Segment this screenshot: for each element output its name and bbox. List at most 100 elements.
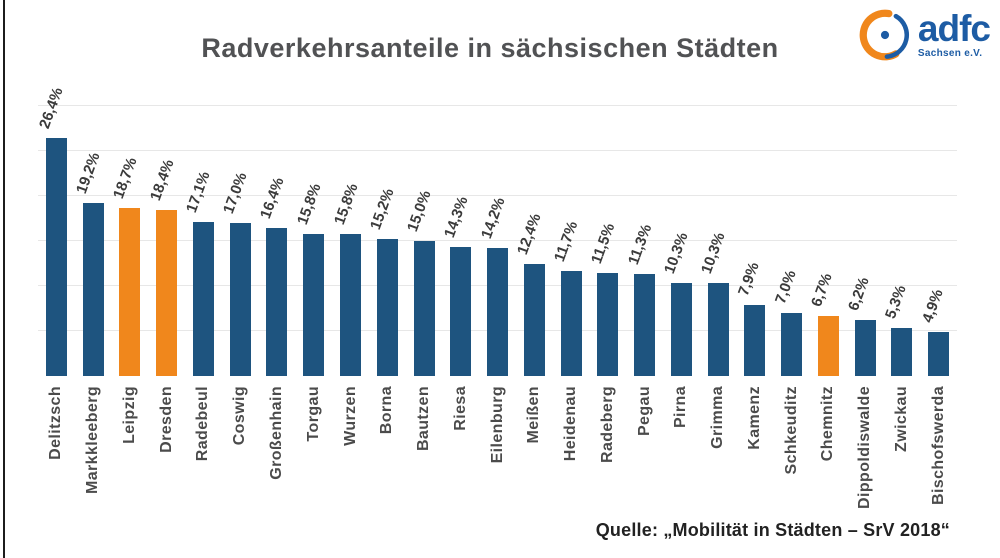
bar-value-label: 17,0% bbox=[220, 170, 251, 216]
bar-slot: 6,7% bbox=[808, 90, 847, 376]
bar-slot: 4,9% bbox=[918, 90, 957, 376]
city-slot: Eilenburg bbox=[479, 386, 516, 531]
bar-coswig bbox=[229, 223, 251, 376]
city-slot: Pegau bbox=[626, 386, 663, 531]
bar-slot: 10,3% bbox=[698, 90, 737, 376]
city-label-heidenau: Heidenau bbox=[562, 386, 580, 462]
bar-slot: 7,9% bbox=[734, 90, 774, 376]
bar-value-label: 6,7% bbox=[808, 270, 837, 309]
bar-slot: 11,7% bbox=[551, 90, 590, 376]
bar-value-label: 7,0% bbox=[771, 268, 800, 306]
bar-markkleeberg bbox=[82, 203, 104, 376]
city-label-grimma: Grimma bbox=[709, 386, 727, 449]
city-slot: Heidenau bbox=[553, 386, 590, 531]
bar-slot: 12,4% bbox=[514, 90, 553, 376]
bar-slot: 10,3% bbox=[661, 90, 700, 376]
bar-slot: 11,5% bbox=[587, 90, 626, 376]
bar-grimma bbox=[707, 283, 729, 376]
bar-slot: 15,8% bbox=[330, 90, 369, 376]
bar-slot: 5,3% bbox=[882, 90, 921, 376]
bar-slot: 18,7% bbox=[109, 90, 149, 376]
adfc-circle-dot-icon bbox=[856, 6, 914, 64]
city-slot: Markkleeberg bbox=[75, 386, 112, 531]
city-label-bischofswerda: Bischofswerda bbox=[929, 386, 947, 506]
city-slot: Bautzen bbox=[406, 386, 443, 531]
city-slot: Kamenz bbox=[737, 386, 774, 531]
bar-dresden bbox=[156, 210, 178, 376]
bar-slot: 17,1% bbox=[183, 90, 222, 376]
bar-riesa bbox=[450, 247, 472, 376]
city-label-radeberg: Radeberg bbox=[598, 386, 616, 463]
bars-row: 26,4% 19,2% 18,7% 18,4% 17,1% 17,0% 16,4% 15,8%… bbox=[36, 86, 957, 376]
slide-left-border bbox=[3, 0, 5, 558]
city-label-wurzen: Wurzen bbox=[341, 386, 359, 446]
gridline-15 bbox=[38, 240, 957, 241]
city-slot: Zwickau bbox=[884, 386, 921, 531]
bar-value-label: 4,9% bbox=[918, 286, 947, 325]
city-label-schkeuditz: Schkeuditz bbox=[782, 386, 800, 475]
city-label-bautzen: Bautzen bbox=[415, 386, 433, 452]
city-slot: Leipzig bbox=[112, 386, 149, 531]
city-label-leipzig: Leipzig bbox=[120, 386, 138, 444]
city-slot: Torgau bbox=[295, 386, 332, 531]
city-label-chemnitz: Chemnitz bbox=[819, 386, 837, 462]
bar-value-label: 11,3% bbox=[624, 222, 655, 268]
bar-slot: 16,4% bbox=[256, 90, 296, 376]
bar-value-label: 18,7% bbox=[109, 154, 141, 201]
adfc-brand-subtitle: Sachsen e.V. bbox=[917, 48, 983, 60]
bar-dippoldiswalde bbox=[854, 320, 876, 376]
bar-slot: 18,4% bbox=[147, 90, 185, 376]
bar-value-label: 11,5% bbox=[587, 220, 619, 266]
city-label-dippoldiswalde: Dippoldiswalde bbox=[856, 386, 874, 509]
city-label-riesa: Riesa bbox=[451, 386, 469, 431]
bar-value-label: 14,3% bbox=[440, 194, 472, 241]
city-label-delitzsch: Delitzsch bbox=[47, 386, 65, 460]
city-slot: Meißen bbox=[516, 386, 553, 531]
bar-slot: 14,2% bbox=[478, 90, 516, 376]
gridline-30 bbox=[38, 105, 957, 106]
city-label-eilenburg: Eilenburg bbox=[488, 386, 506, 464]
city-slot: Dresden bbox=[148, 386, 185, 531]
city-label-coswig: Coswig bbox=[231, 386, 249, 446]
chart-title: Radverkehrsanteile in sächsischen Städte… bbox=[201, 33, 779, 63]
city-slot: Wurzen bbox=[332, 386, 369, 531]
bar-radebeul bbox=[192, 222, 214, 376]
bar-slot: 14,3% bbox=[440, 90, 479, 376]
city-slot: Chemnitz bbox=[810, 386, 847, 531]
bar-slot: 17,0% bbox=[220, 90, 259, 376]
city-label-pirna: Pirna bbox=[672, 386, 690, 429]
city-slot: Radebeul bbox=[185, 386, 222, 531]
city-slot: Radeberg bbox=[589, 386, 626, 531]
gridline-25 bbox=[38, 150, 957, 151]
city-label-pegau: Pegau bbox=[635, 386, 653, 437]
bar-borna bbox=[376, 239, 398, 376]
bar-value-label: 15,0% bbox=[404, 188, 435, 234]
city-label-borna: Borna bbox=[378, 386, 396, 435]
bar-heidenau bbox=[560, 270, 582, 376]
city-label-radebeul: Radebeul bbox=[194, 386, 212, 462]
city-slot: Großenhain bbox=[259, 386, 296, 531]
bar-slot: 7,0% bbox=[771, 90, 810, 376]
bar-slot: 26,4% bbox=[36, 86, 75, 376]
bar-leipzig bbox=[119, 207, 141, 376]
bar-slot: 15,8% bbox=[293, 90, 332, 376]
bar-eilenburg bbox=[487, 248, 509, 376]
city-slot: Delitzsch bbox=[38, 386, 75, 531]
city-slot: Bischofswerda bbox=[920, 386, 957, 531]
adfc-brand-name: adfc bbox=[917, 8, 991, 49]
bar-bautzen bbox=[413, 241, 435, 376]
bar-chemnitz bbox=[817, 315, 839, 376]
bar-value-label: 7,9% bbox=[734, 259, 763, 298]
bar-value-label: 15,8% bbox=[293, 181, 325, 227]
bar-pegau bbox=[634, 274, 656, 376]
bar-value-label: 6,2% bbox=[845, 275, 873, 314]
city-slot: Coswig bbox=[222, 386, 259, 531]
bar-value-label: 26,4% bbox=[36, 85, 67, 132]
bar-value-label: 16,4% bbox=[256, 175, 288, 222]
adfc-logo-text: adfc Sachsen e.V. bbox=[917, 8, 991, 60]
bar-kamenz bbox=[744, 304, 766, 376]
bar-slot: 19,2% bbox=[73, 90, 112, 376]
city-label-meißen: Meißen bbox=[525, 386, 543, 444]
bar-value-label: 15,8% bbox=[330, 181, 362, 227]
city-label-markkleeberg: Markkleeberg bbox=[84, 386, 102, 494]
